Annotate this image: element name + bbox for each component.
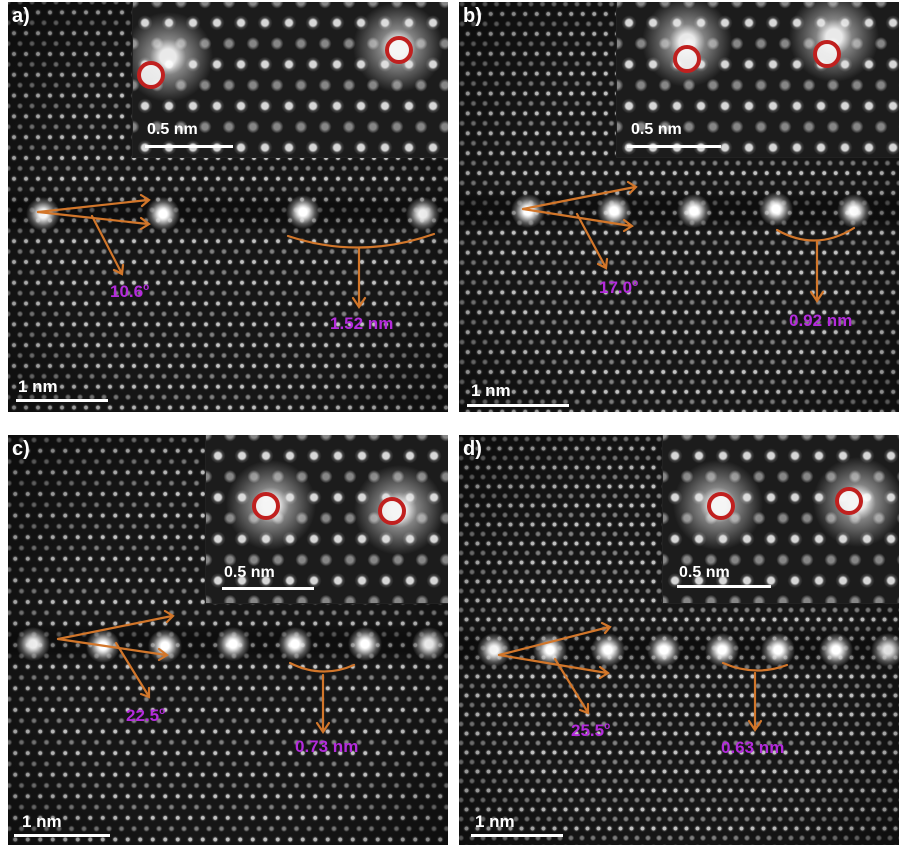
inset-zoom: 0.5 nm <box>132 2 448 158</box>
scale-label: 1 nm <box>471 381 511 400</box>
scale-label: 1 nm <box>18 377 58 396</box>
inset-scale-bar <box>677 585 771 588</box>
boundary-cluster <box>406 197 440 231</box>
cluster-spacing: 0.63 nm <box>721 738 785 757</box>
marker-circle <box>707 492 735 520</box>
panel-label: a) <box>12 5 30 27</box>
inset-zoom: 0.5 nm <box>616 2 899 158</box>
scale-bar <box>14 834 110 837</box>
inset-scale-label: 0.5 nm <box>631 121 682 138</box>
marker-circle <box>385 36 413 64</box>
scale-bar <box>16 399 108 402</box>
marker-circle <box>137 61 165 89</box>
cluster-spacing: 1.52 nm <box>330 314 394 333</box>
boundary-cluster <box>216 627 250 661</box>
cluster-spacing: 0.73 nm <box>295 737 359 756</box>
inset-scale-label: 0.5 nm <box>679 564 730 581</box>
boundary-cluster <box>819 633 853 667</box>
micrograph-panel-a: 0.5 nm a) 10.6o 1.52 nm 1 nm <box>8 2 448 412</box>
marker-circle <box>252 492 280 520</box>
marker-circle <box>813 40 841 68</box>
boundary-cluster <box>837 194 871 228</box>
boundary-cluster <box>761 633 795 667</box>
boundary-cluster <box>871 633 899 667</box>
micrograph-panel-d: 0.5 nm d) 25.5o 0.63 nm 1 nm <box>459 435 899 845</box>
marker-circle <box>835 487 863 515</box>
inset-scale-label: 0.5 nm <box>147 121 198 138</box>
scale-bar <box>471 834 563 837</box>
panel-label: d) <box>463 438 482 460</box>
micrograph-panel-c: 0.5 nm c) 22.5o 0.73 nm 1 nm <box>8 435 448 845</box>
panel-label: c) <box>12 438 30 460</box>
micrograph-panel-b: 0.5 nm b) 17.0o 0.92 nm 1 nm <box>459 2 899 412</box>
marker-circle <box>673 45 701 73</box>
boundary-cluster <box>278 627 312 661</box>
misorientation-angle: 17.0o <box>599 278 639 297</box>
scale-label: 1 nm <box>475 812 515 831</box>
scale-bar <box>467 404 569 407</box>
inset-zoom: 0.5 nm <box>662 435 899 604</box>
boundary-cluster <box>647 633 681 667</box>
panel-label: b) <box>463 5 482 27</box>
inset-scale-bar <box>222 587 314 590</box>
boundary-cluster <box>286 195 320 229</box>
boundary-cluster <box>705 633 739 667</box>
misorientation-angle: 10.6o <box>110 282 150 301</box>
boundary-cluster <box>412 627 446 661</box>
misorientation-angle: 25.5o <box>571 721 611 740</box>
boundary-cluster <box>759 192 793 226</box>
inset-zoom: 0.5 nm <box>205 435 448 604</box>
misorientation-angle: 22.5o <box>126 706 166 725</box>
cluster-spacing: 0.92 nm <box>789 311 853 330</box>
inset-scale-bar <box>627 145 721 148</box>
boundary-cluster <box>677 194 711 228</box>
marker-circle <box>378 497 406 525</box>
boundary-cluster <box>348 627 382 661</box>
scale-label: 1 nm <box>22 812 62 831</box>
inset-scale-label: 0.5 nm <box>224 564 275 581</box>
boundary-cluster <box>16 627 50 661</box>
inset-scale-bar <box>145 145 233 148</box>
boundary-cluster <box>146 197 180 231</box>
